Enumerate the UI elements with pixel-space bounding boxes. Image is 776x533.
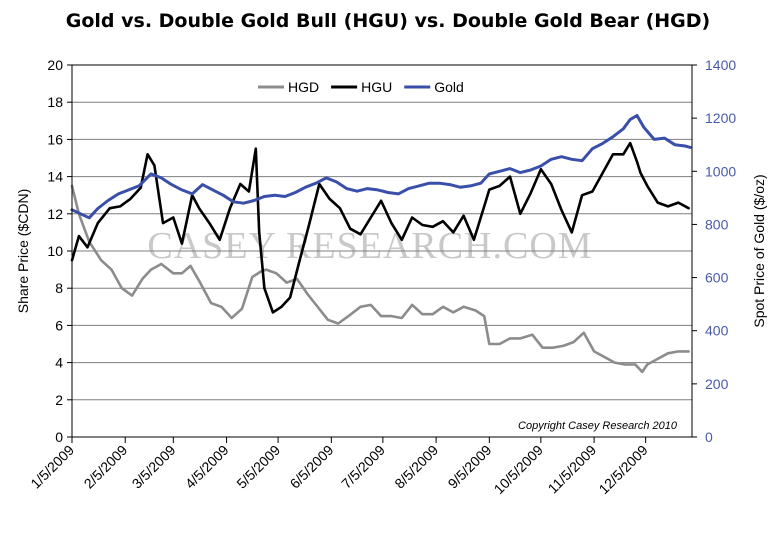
y2-tick-label: 200 — [705, 376, 729, 392]
y-tick-label: 6 — [55, 317, 63, 333]
x-tick-label: 6/5/2009 — [287, 442, 337, 492]
legend-label-hgu: HGU — [361, 79, 392, 95]
series-line-gold — [70, 114, 692, 220]
x-tick-label: 2/5/2009 — [81, 442, 131, 492]
y-tick-label: 16 — [47, 131, 63, 147]
y-axis-left-ticks: 0 2 4 6 8 10 12 14 16 18 20 — [47, 57, 72, 445]
chart-title: Gold vs. Double Gold Bull (HGU) vs. Doub… — [66, 10, 710, 32]
y-tick-label: 20 — [47, 57, 63, 73]
y2-tick-label: 0 — [705, 429, 713, 445]
y2-tick-label: 400 — [705, 323, 729, 339]
legend-label-hgd: HGD — [288, 79, 319, 95]
series-line-hgd — [70, 184, 690, 374]
legend-label-gold: Gold — [434, 79, 464, 95]
x-tick-label: 4/5/2009 — [182, 442, 232, 492]
y2-tick-label: 600 — [705, 270, 729, 286]
legend: HGD HGU Gold — [258, 79, 464, 95]
copyright-note: Copyright Casey Research 2010 — [518, 420, 678, 432]
y-tick-label: 2 — [55, 392, 63, 408]
y-tick-label: 14 — [47, 169, 63, 185]
x-tick-label: 10/5/2009 — [491, 442, 547, 498]
x-tick-label: 3/5/2009 — [129, 442, 179, 492]
x-tick-label: 5/5/2009 — [233, 442, 283, 492]
y-axis-right-ticks: 0 200 400 600 800 1000 1200 1400 — [692, 57, 736, 445]
x-tick-label: 9/5/2009 — [445, 442, 495, 492]
y-tick-label: 4 — [55, 355, 63, 371]
gridlines — [72, 64, 692, 401]
x-tick-label: 8/5/2009 — [391, 442, 441, 492]
x-tick-label: 12/5/2009 — [595, 442, 651, 498]
x-tick-label: 1/5/2009 — [27, 442, 77, 492]
x-tick-label: 11/5/2009 — [545, 442, 600, 497]
y2-tick-label: 1400 — [705, 57, 736, 73]
y-tick-label: 12 — [47, 206, 63, 222]
y-tick-label: 8 — [55, 280, 63, 296]
y2-tick-label: 1000 — [705, 163, 736, 179]
y-tick-label: 10 — [47, 243, 63, 259]
series-line-hgu — [70, 141, 690, 314]
y-tick-label: 0 — [55, 429, 63, 445]
y2-tick-label: 800 — [705, 216, 729, 232]
y2-tick-label: 1200 — [705, 110, 736, 126]
x-tick-label: 7/5/2009 — [338, 442, 388, 492]
y-axis-right-label: Spot Price of Gold ($/oz) — [751, 174, 767, 327]
y-axis-left-label: Share Price ($CDN) — [15, 189, 31, 313]
series-lines — [70, 114, 692, 374]
y-tick-label: 18 — [47, 94, 63, 110]
